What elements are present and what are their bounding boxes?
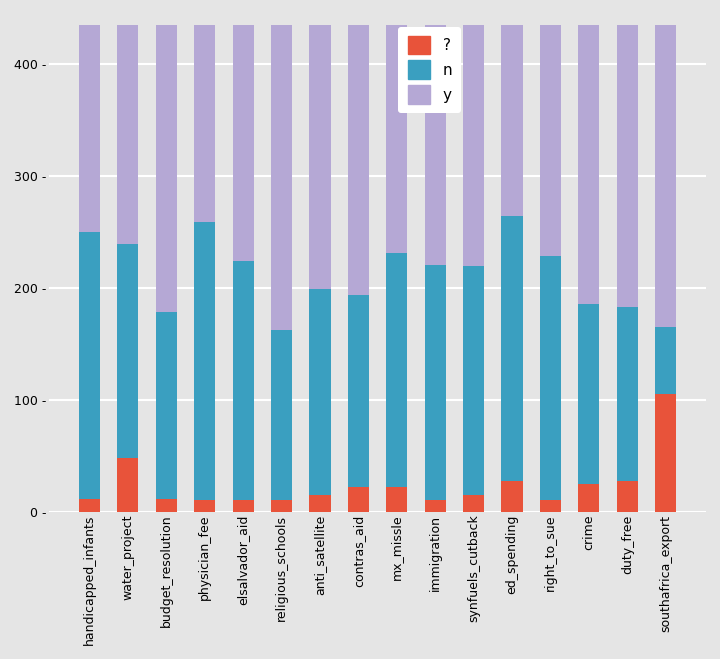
Bar <box>271 25 292 330</box>
Bar <box>117 25 138 244</box>
Legend: ?, n, y: ?, n, y <box>398 26 462 113</box>
Bar <box>386 488 408 512</box>
Bar <box>310 25 330 289</box>
Bar <box>117 458 138 512</box>
Bar <box>425 500 446 512</box>
Bar <box>233 261 253 500</box>
Bar <box>540 500 561 512</box>
Bar <box>655 25 676 328</box>
Bar <box>463 266 484 495</box>
Bar <box>617 25 638 307</box>
Bar <box>617 480 638 512</box>
Bar <box>463 25 484 266</box>
Bar <box>578 25 600 304</box>
Bar <box>156 25 177 312</box>
Bar <box>348 25 369 295</box>
Bar <box>194 222 215 500</box>
Bar <box>425 265 446 500</box>
Bar <box>156 498 177 512</box>
Bar <box>271 500 292 512</box>
Bar <box>386 254 408 488</box>
Bar <box>501 216 523 480</box>
Bar <box>271 330 292 500</box>
Bar <box>617 307 638 480</box>
Bar <box>79 25 100 232</box>
Bar <box>233 25 253 261</box>
Bar <box>310 495 330 512</box>
Bar <box>655 328 676 395</box>
Bar <box>578 484 600 512</box>
Bar <box>348 295 369 488</box>
Bar <box>501 25 523 216</box>
Bar <box>501 480 523 512</box>
Bar <box>540 256 561 500</box>
Bar <box>386 25 408 254</box>
Bar <box>233 500 253 512</box>
Bar <box>425 25 446 265</box>
Bar <box>348 488 369 512</box>
Bar <box>540 25 561 256</box>
Bar <box>194 25 215 222</box>
Bar <box>79 232 100 498</box>
Bar <box>156 312 177 498</box>
Bar <box>79 498 100 512</box>
Bar <box>194 500 215 512</box>
Bar <box>578 304 600 484</box>
Bar <box>310 289 330 495</box>
Bar <box>463 495 484 512</box>
Bar <box>117 244 138 458</box>
Bar <box>655 395 676 512</box>
